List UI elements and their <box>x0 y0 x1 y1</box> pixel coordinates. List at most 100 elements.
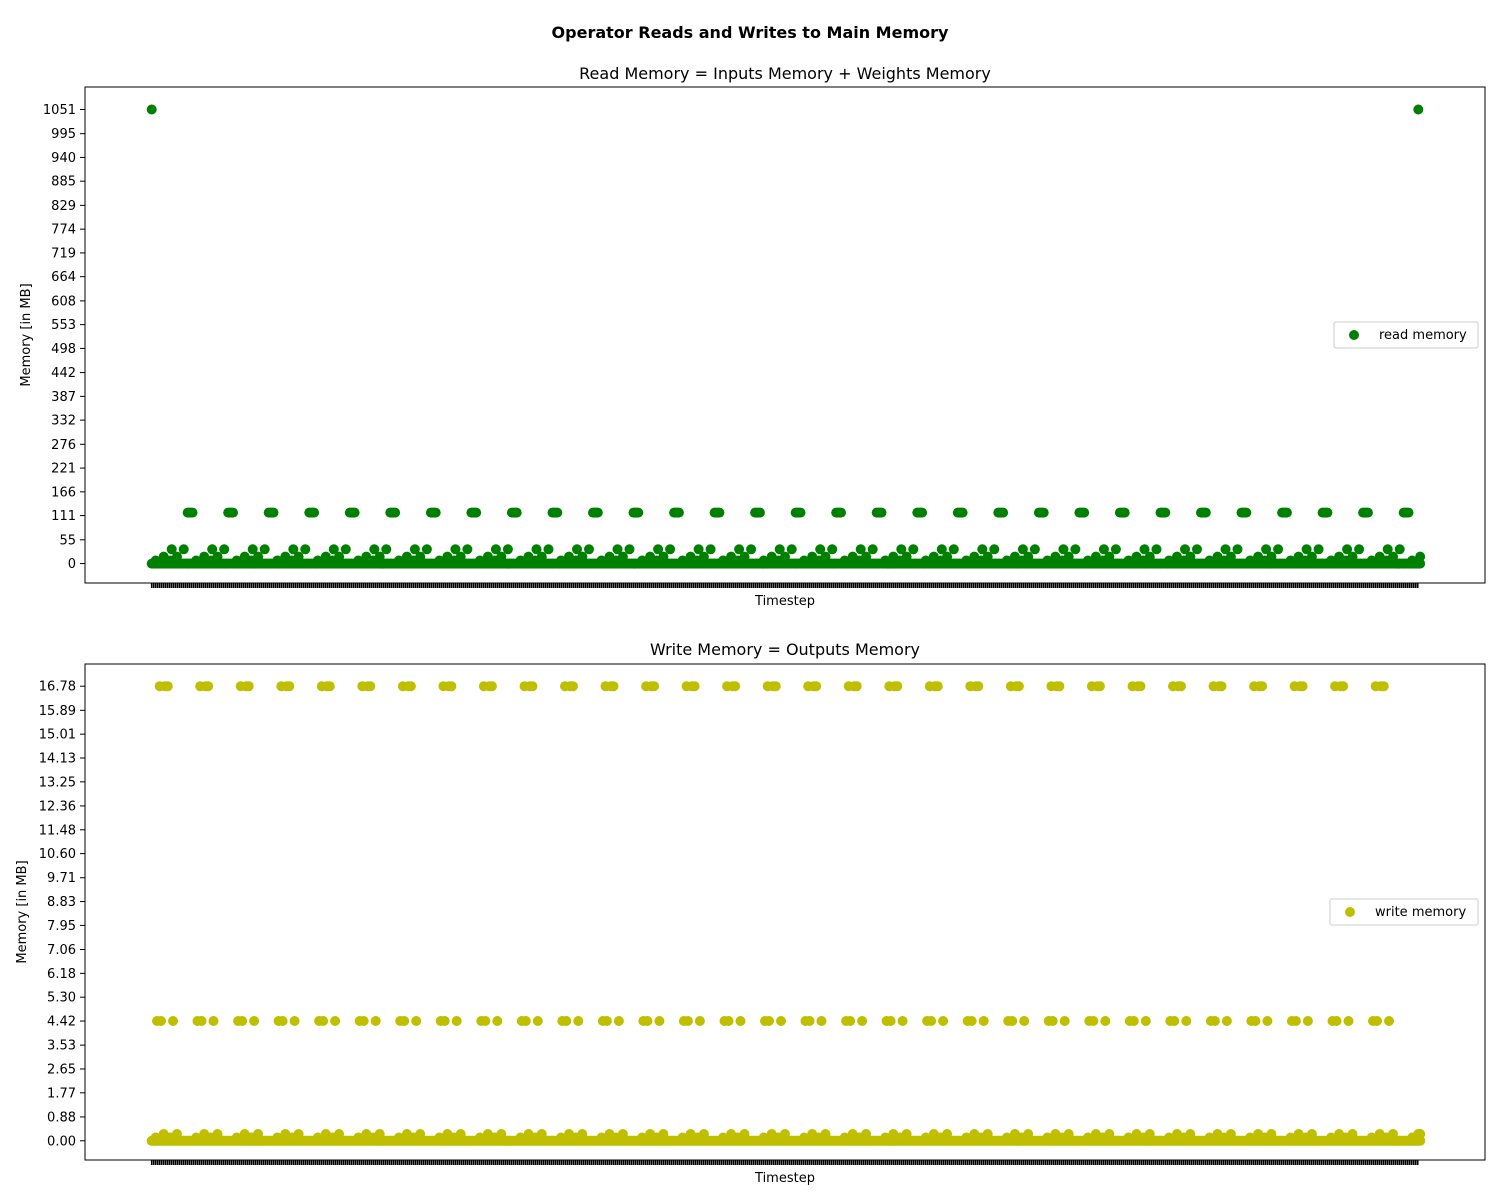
read-data-point <box>523 551 534 562</box>
write-y-tick-label: 7.95 <box>47 919 76 934</box>
read-data-point <box>353 555 364 566</box>
write-data-point <box>272 1132 283 1143</box>
read-data-point <box>442 551 453 562</box>
write-data-point <box>780 1129 790 1139</box>
read-data-point <box>839 555 850 566</box>
write-data-point <box>455 1129 466 1139</box>
read-data-point <box>199 551 210 562</box>
read-data-point <box>1354 544 1365 555</box>
read-data-point <box>1001 555 1012 566</box>
read-data-point <box>1334 551 1345 562</box>
read-data-point <box>653 544 664 555</box>
read-data-point <box>1185 551 1196 562</box>
read-data-point <box>596 555 607 566</box>
write-data-point <box>596 1132 607 1143</box>
write-data-point <box>637 1132 648 1143</box>
write-data-point <box>926 1016 937 1026</box>
write-data-point <box>942 1129 953 1139</box>
read-y-tick-label: 387 <box>51 390 76 405</box>
read-x-axis <box>150 583 1419 588</box>
write-data-point <box>1253 1129 1264 1139</box>
write-data-point <box>735 1016 746 1026</box>
read-data-point <box>239 551 250 562</box>
read-data-point <box>1347 551 1358 562</box>
write-data-point <box>1285 1132 1296 1143</box>
read-data-point <box>917 507 928 518</box>
read-chart-title: Read Memory = Inputs Memory + Weights Me… <box>579 64 991 83</box>
write-data-point <box>1413 1129 1424 1139</box>
read-data-point <box>1413 104 1424 115</box>
write-data-point <box>1306 1129 1317 1139</box>
read-data-point <box>300 544 311 555</box>
write-data-point <box>1090 1129 1101 1139</box>
read-data-point <box>861 551 872 562</box>
write-data-point <box>1245 1132 1256 1143</box>
read-data-point <box>786 544 797 555</box>
write-data-point <box>807 1129 818 1139</box>
write-data-point <box>888 1129 899 1139</box>
read-data-point <box>746 544 757 555</box>
write-data-point <box>1378 681 1389 692</box>
read-data-point <box>191 555 202 566</box>
write-data-point <box>1374 1129 1385 1139</box>
write-y-axis-label: Memory [in MB] <box>15 860 30 963</box>
write-x-axis <box>150 1160 1419 1165</box>
write-data-point <box>938 1016 949 1026</box>
read-data-point <box>552 507 563 518</box>
write-data-point <box>564 1129 574 1139</box>
read-y-tick-label: 995 <box>51 127 76 142</box>
read-data-point <box>293 551 304 562</box>
read-data-point <box>969 551 980 562</box>
write-data-point <box>677 1132 688 1143</box>
write-data-point <box>434 1132 445 1143</box>
read-data-point <box>1098 544 1109 555</box>
read-data-point <box>880 555 891 566</box>
write-data-point <box>1216 681 1227 692</box>
write-data-point <box>515 1132 526 1143</box>
read-data-point <box>340 544 351 555</box>
read-data-point <box>1245 555 1256 566</box>
read-plot-frame <box>84 86 1486 584</box>
read-data-point <box>957 507 968 518</box>
write-data-point <box>1334 1129 1345 1139</box>
write-y-tick-label: 2.65 <box>47 1062 76 1077</box>
write-data-point <box>1123 1132 1134 1143</box>
write-data-point <box>568 681 578 692</box>
read-data-point <box>1415 558 1426 569</box>
read-data-point <box>673 507 684 518</box>
read-data-point <box>349 507 360 518</box>
read-data-point <box>1293 551 1304 562</box>
read-data-point <box>490 544 501 555</box>
write-data-point <box>318 1016 329 1026</box>
write-data-point <box>654 1016 665 1026</box>
read-legend-label: read memory <box>1379 328 1467 343</box>
read-data-point <box>1266 551 1277 562</box>
read-data-point <box>1160 507 1171 518</box>
write-data-point <box>969 1129 980 1139</box>
write-data-point <box>608 681 619 692</box>
write-data-point <box>698 1129 709 1139</box>
write-data-point <box>1054 681 1065 692</box>
read-data-point <box>982 551 993 562</box>
read-data-point <box>543 544 554 555</box>
write-data-point <box>880 1132 891 1143</box>
read-data-point <box>1220 544 1231 555</box>
read-data-point <box>390 507 401 518</box>
write-data-point <box>685 1129 696 1139</box>
read-data-point <box>511 507 522 518</box>
read-data-point <box>1382 544 1393 555</box>
write-data-point <box>249 1016 260 1026</box>
write-data-point <box>1262 1016 1273 1026</box>
read-data-point <box>1415 551 1426 562</box>
write-data-point <box>1047 1016 1058 1026</box>
read-data-point <box>1119 507 1130 518</box>
read-data-point <box>1131 551 1142 562</box>
read-data-point <box>758 555 769 566</box>
read-data-point <box>705 544 716 555</box>
read-data-point <box>455 551 466 562</box>
read-data-point <box>665 544 676 555</box>
write-data-point <box>857 1016 868 1026</box>
read-y-tick-label: 111 <box>51 509 76 524</box>
read-data-point <box>908 544 919 555</box>
write-points <box>146 681 1426 1146</box>
